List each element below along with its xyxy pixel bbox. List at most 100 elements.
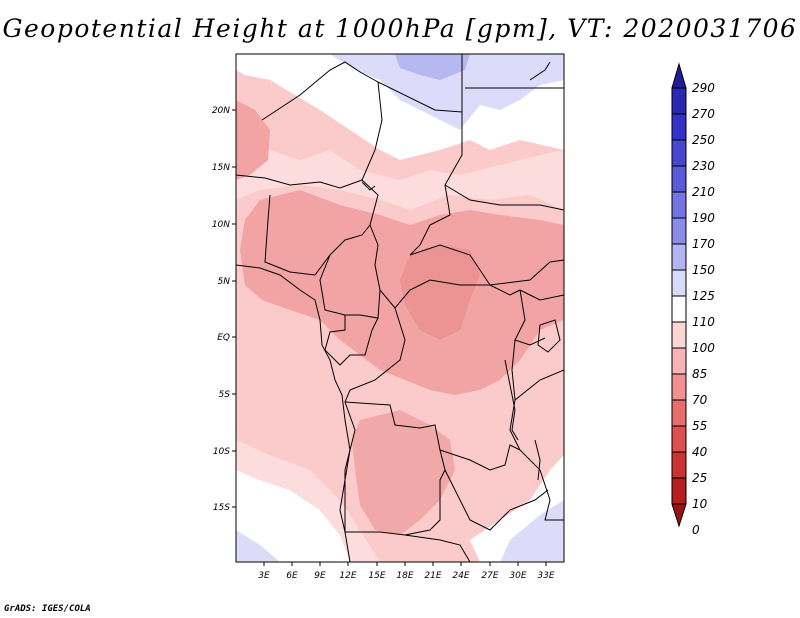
cb-label-25: 25 bbox=[692, 471, 707, 485]
colorbar: 290 270 250 230 210 190 170 150 125 110 … bbox=[671, 62, 715, 537]
colorbar-cell-6 bbox=[671, 217, 687, 245]
lat-label-10n: 10N bbox=[212, 220, 230, 230]
colorbar-cell-13 bbox=[671, 399, 687, 427]
border-north-libya bbox=[261, 61, 379, 121]
lon-label-12e: 12E bbox=[339, 571, 356, 581]
colorbar-cell-15 bbox=[671, 451, 687, 479]
border-drc-east bbox=[509, 289, 526, 451]
border-south-sudan-east bbox=[489, 259, 564, 286]
border-car bbox=[374, 244, 521, 309]
field-blue-north bbox=[395, 54, 470, 80]
lon-label-24e: 24E bbox=[452, 571, 469, 581]
red-sea-coast bbox=[529, 61, 551, 81]
colorbar-cell-9 bbox=[671, 295, 687, 323]
cb-label-230: 230 bbox=[692, 159, 715, 173]
colorbar-cell-2 bbox=[671, 113, 687, 141]
border-tanzania bbox=[514, 369, 564, 401]
lon-label-21e: 21E bbox=[424, 571, 441, 581]
border-zambia-drc bbox=[439, 444, 521, 471]
lat-label-15s: 15S bbox=[213, 503, 230, 513]
lon-label-33e: 33E bbox=[537, 571, 554, 581]
lon-label-30e: 30E bbox=[509, 571, 526, 581]
lon-label-27e: 27E bbox=[481, 571, 498, 581]
field-darker-core bbox=[400, 245, 480, 340]
lat-axis: 20N 15N 10N 5N EQ 5S 10S 15S bbox=[212, 106, 236, 513]
grads-credit: GrADS: IGES/COLA bbox=[4, 604, 91, 614]
field-south-lightpink bbox=[236, 440, 380, 562]
border-south-sudan bbox=[444, 184, 564, 211]
lon-label-18e: 18E bbox=[396, 571, 413, 581]
colorbar-cell-10 bbox=[671, 321, 687, 349]
field-southeast-blue bbox=[500, 500, 564, 562]
cb-label-100: 100 bbox=[692, 341, 715, 355]
map-plot: 20N 15N 10N 5N EQ 5S 10S 15S 3E 6E 9E 12… bbox=[212, 53, 565, 581]
cb-label-290: 290 bbox=[692, 81, 715, 95]
field-pink-belt bbox=[236, 150, 564, 210]
colorbar-cell-4 bbox=[671, 165, 687, 193]
cb-label-10: 10 bbox=[692, 497, 708, 511]
colorbar-cell-16 bbox=[671, 477, 687, 505]
border-gabon-congo bbox=[324, 315, 379, 366]
colorbar-cell-8 bbox=[671, 269, 687, 297]
field-south-white bbox=[236, 470, 350, 562]
country-borders bbox=[236, 54, 564, 562]
lon-label-6e: 6E bbox=[286, 571, 298, 581]
border-angola-zambia bbox=[404, 469, 446, 536]
coastline-west bbox=[236, 264, 351, 562]
colorbar-top-arrow bbox=[671, 62, 687, 89]
field-southwest-blue bbox=[236, 530, 280, 562]
colorbar-cell-7 bbox=[671, 243, 687, 271]
colorbar-cell-12 bbox=[671, 373, 687, 401]
field-lightblue-north bbox=[330, 54, 564, 130]
lake-tanganyika bbox=[504, 359, 519, 441]
cb-label-110: 110 bbox=[692, 315, 715, 329]
cb-label-210: 210 bbox=[692, 185, 715, 199]
lon-label-15e: 15E bbox=[368, 571, 385, 581]
colorbar-bottom-arrow bbox=[671, 503, 687, 528]
lake-victoria bbox=[537, 319, 561, 353]
cb-label-150: 150 bbox=[692, 263, 715, 277]
field-south-dark bbox=[352, 410, 455, 535]
border-chad-sudan bbox=[409, 184, 451, 256]
lat-label-10s: 10S bbox=[213, 447, 230, 457]
cb-label-125: 125 bbox=[692, 289, 715, 303]
cb-label-70: 70 bbox=[692, 393, 708, 407]
field-contours bbox=[236, 54, 564, 562]
border-rwanda bbox=[514, 337, 546, 346]
lat-label-5s: 5S bbox=[219, 390, 231, 400]
cb-label-270: 270 bbox=[692, 107, 715, 121]
border-mozambique bbox=[519, 449, 564, 521]
lon-label-3e: 3E bbox=[258, 571, 270, 581]
lat-label-eq: EQ bbox=[217, 333, 230, 343]
colorbar-cell-5 bbox=[671, 191, 687, 219]
colorbar-cell-11 bbox=[671, 347, 687, 375]
colorbar-cell-1 bbox=[671, 87, 687, 115]
border-namibia-botswana bbox=[404, 534, 471, 562]
colorbar-labels: 290 270 250 230 210 190 170 150 125 110 … bbox=[692, 81, 715, 537]
border-angola-namibia bbox=[345, 531, 406, 536]
chart-title: Geopotential Height at 1000hPa [gpm], VT… bbox=[2, 14, 798, 43]
cb-label-55: 55 bbox=[692, 419, 707, 433]
border-sudan-north bbox=[444, 112, 463, 186]
cb-label-250: 250 bbox=[692, 133, 715, 147]
cb-label-0: 0 bbox=[692, 523, 700, 537]
colorbar-cells bbox=[671, 62, 687, 528]
lake-chad bbox=[361, 181, 376, 191]
border-uganda-kenya bbox=[519, 289, 564, 301]
border-niger-nigeria bbox=[236, 174, 363, 189]
field-northwest-dark bbox=[236, 100, 270, 180]
border-car-north bbox=[409, 244, 491, 286]
border-nigeria bbox=[264, 194, 371, 276]
map-frame bbox=[235, 53, 565, 563]
cb-label-40: 40 bbox=[692, 445, 708, 459]
cb-label-170: 170 bbox=[692, 237, 715, 251]
lon-label-9e: 9E bbox=[314, 571, 326, 581]
colorbar-cell-3 bbox=[671, 139, 687, 167]
lat-label-15n: 15N bbox=[212, 163, 230, 173]
cb-label-85: 85 bbox=[692, 367, 707, 381]
border-zambia-south bbox=[444, 469, 549, 531]
lat-label-5n: 5N bbox=[218, 277, 231, 287]
lon-axis: 3E 6E 9E 12E 15E 18E 21E 24E 27E 30E 33E bbox=[258, 562, 555, 581]
cb-label-190: 190 bbox=[692, 211, 715, 225]
